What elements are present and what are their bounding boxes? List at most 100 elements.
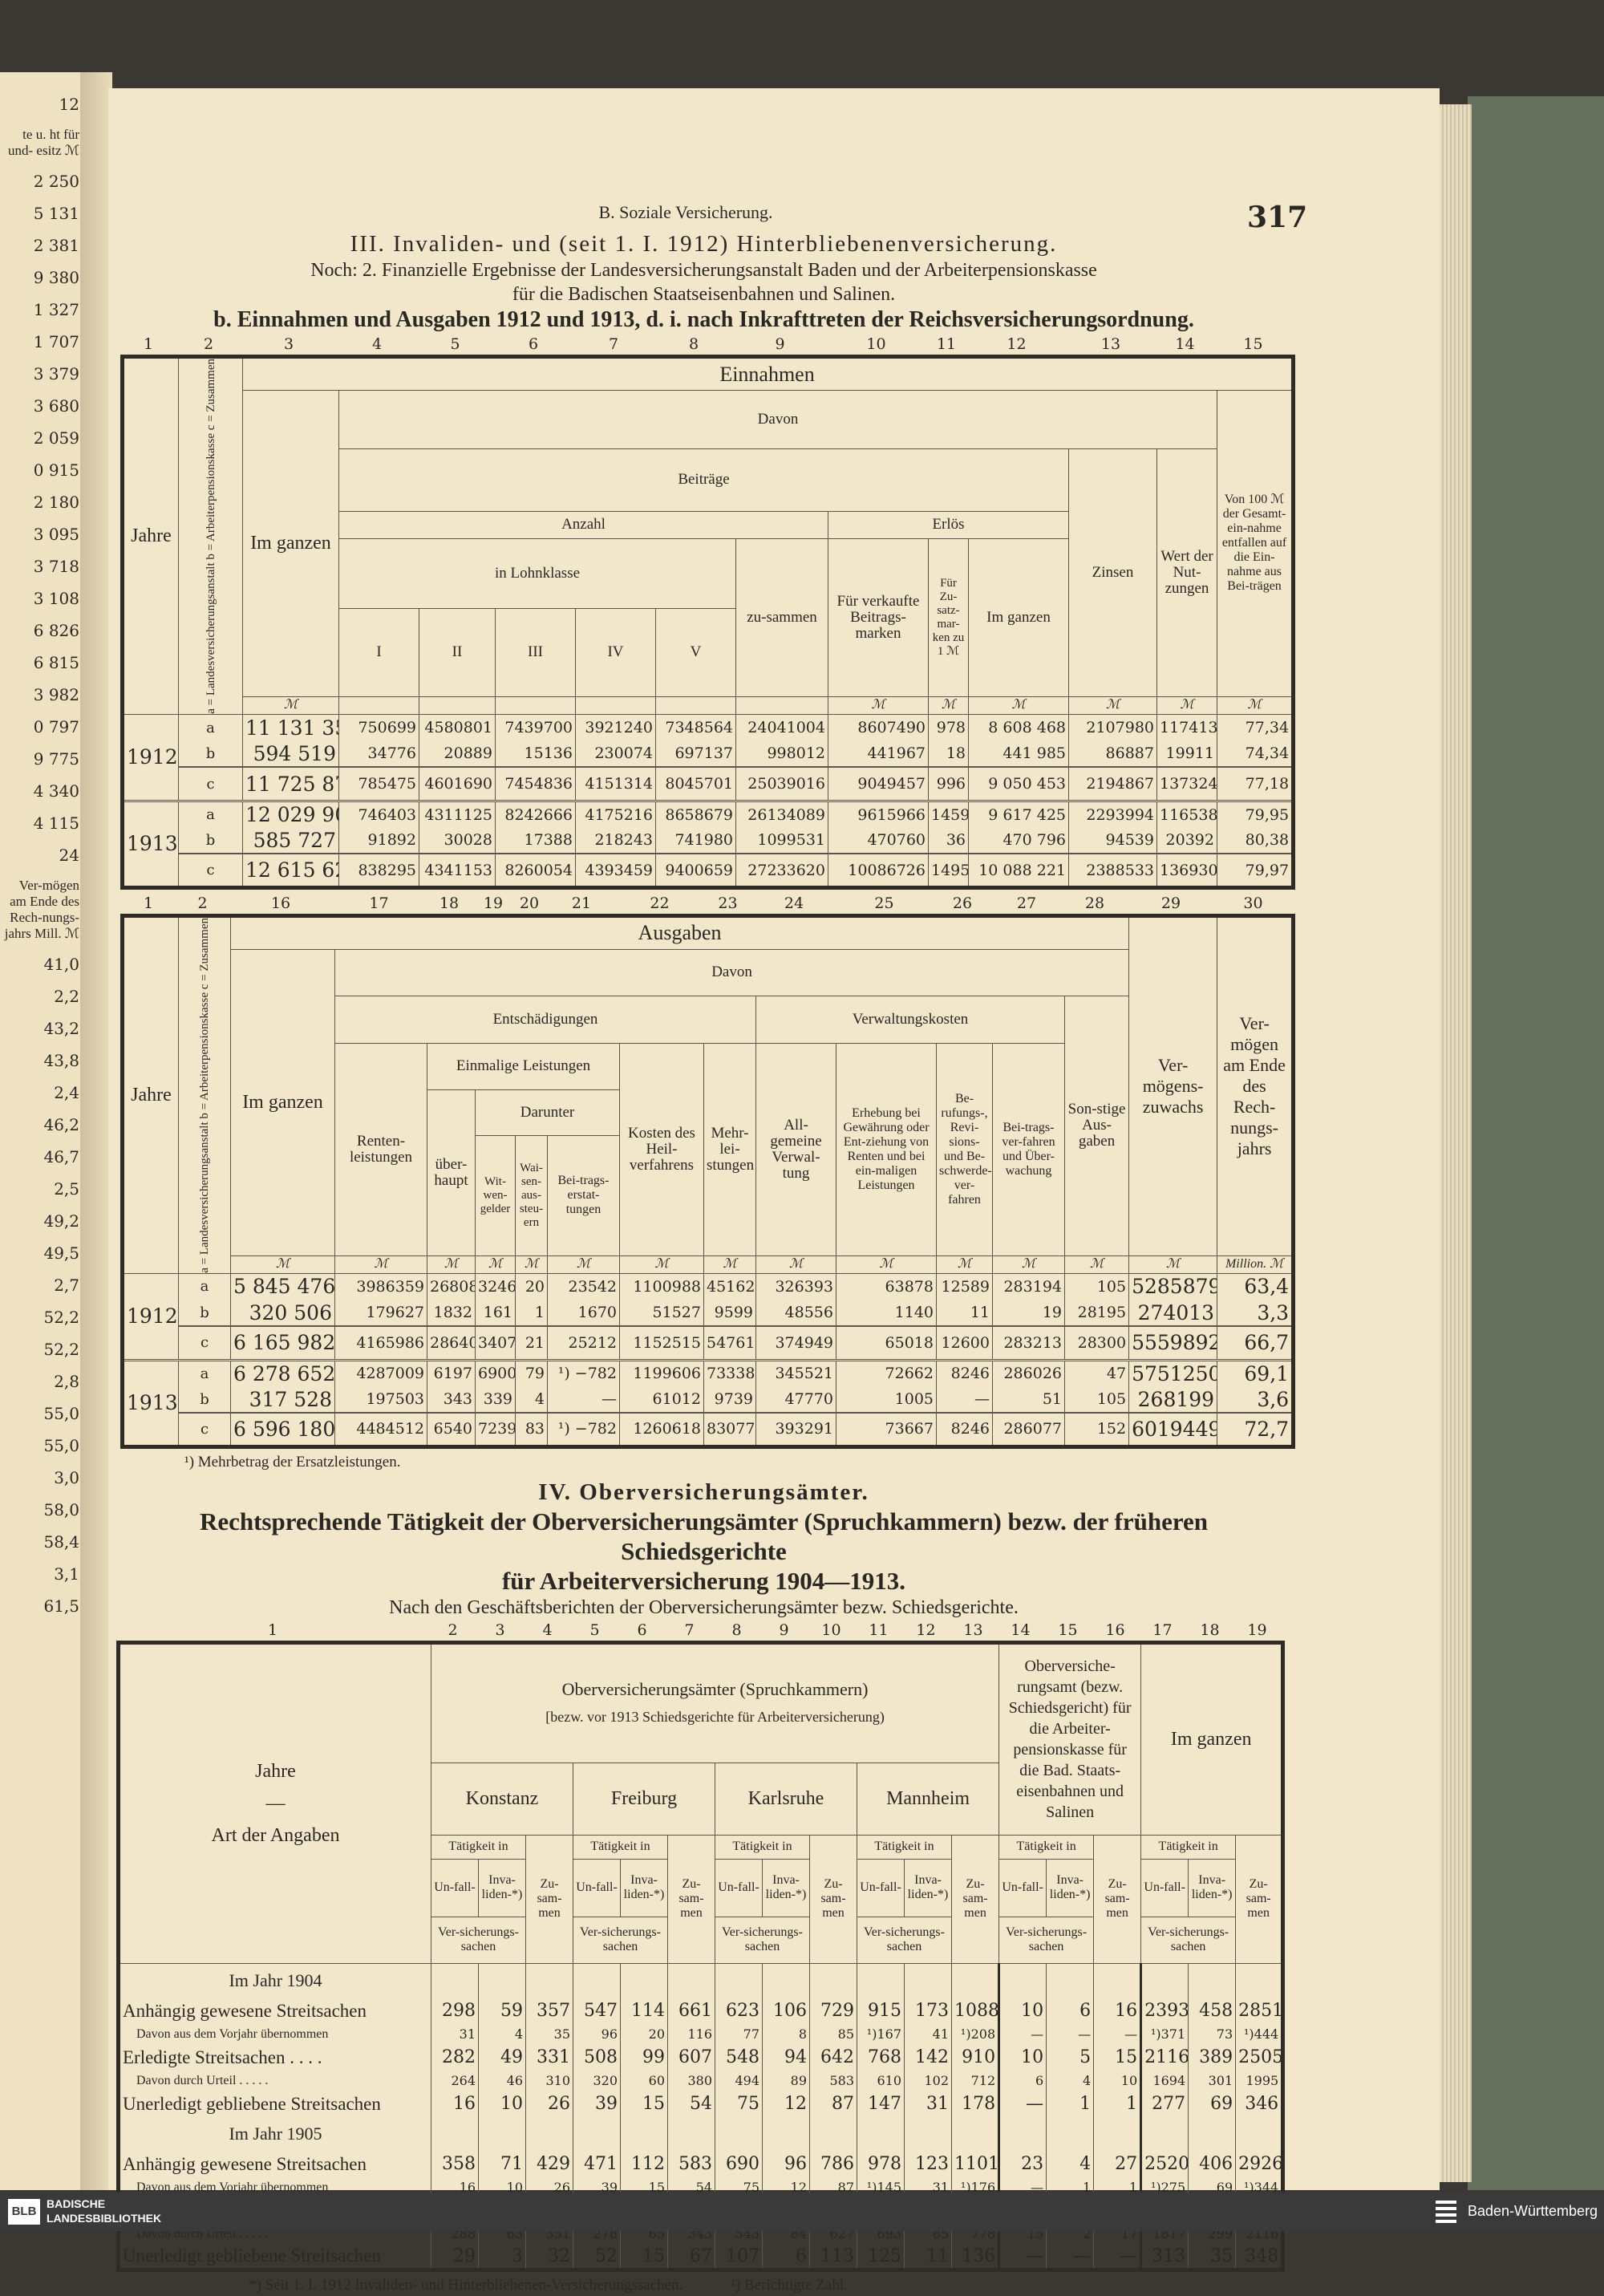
value-cell: 15 [1093,2045,1142,2071]
column-number: 13 [1100,335,1121,353]
header-im-ganzen: Im ganzen [230,948,335,1256]
header-taetigkeit-in: Tätigkeit in [431,1834,526,1860]
header-versicherungssachen: Ver-sicherungs-sachen [431,1916,526,1964]
value-cell: 1088 [950,1998,1000,2024]
value-cell: 358 [431,2152,479,2177]
value-cell: 2388533 [1068,853,1157,889]
column-number: 29 [1160,894,1181,912]
value-cell: 63,4 [1217,1273,1294,1300]
value-cell: 7439700 [495,714,576,741]
value-cell: 1099531 [735,827,828,854]
left-page-fragment: 12 te u. ht für und- esitz ℳ 2 250 5 131 2… [0,72,84,2190]
empty-cell [1235,2116,1284,2152]
header-abc: a = Landesversicherungsanstalt b = Arbei… [178,915,231,1274]
column-number: 22 [650,894,670,912]
empty-cell [904,1963,952,1999]
value-cell: 51 [992,1386,1065,1414]
row-label: Unerledigt gebliebene Streitsachen [118,2245,431,2270]
value-cell: 785475 [338,766,419,802]
value-cell: 2520 [1140,2152,1189,2177]
empty-cell [667,1963,715,1999]
header-beitragsverfahren: Bei-trags-ver-fahren und Über-wachung [992,1042,1065,1256]
column-number: 10 [866,335,886,353]
subgroup-letter: b [178,1300,231,1327]
value-cell: 1199606 [619,1360,704,1387]
value-cell: ¹)371 [1140,2023,1189,2046]
value-cell: 16 [1093,1998,1142,2024]
column-number: 20 [519,894,540,912]
column-number: 8 [731,1621,742,1639]
value-cell: 283213 [992,1325,1065,1361]
value-cell: 996 [928,766,969,802]
value-cell: 179627 [334,1300,427,1327]
value-cell: 6019449 [1128,1412,1218,1448]
page-content: B. Soziale Versicherung. III. Invaliden-… [116,201,1296,2296]
empty-cell [573,2116,621,2152]
header-davon: Davon [338,389,1217,450]
value-cell: 6 596 180 [230,1412,335,1448]
section-4-source: Nach den Geschäftsberichten der Obervers… [389,1596,1019,1618]
value-cell: 583 [667,2152,715,2177]
header-versicherungssachen: Ver-sicherungs-sachen [998,1916,1095,1964]
unit-label: ℳ [334,1255,427,1274]
value-cell: 11 131 355 [242,714,339,741]
value-cell: 23 [998,2152,1047,2177]
year-cell: 1912 [122,1273,179,1361]
unit-label: ℳ [703,1255,756,1274]
value-cell: 25039016 [735,766,828,802]
row-label: Anhängig gewesene Streitsachen [118,1998,431,2024]
header-ausgaben: Ausgaben [229,915,1130,950]
value-cell: 1995 [1235,2070,1284,2092]
value-cell: 27 [1093,2152,1142,2177]
value-cell: 11 [904,2245,952,2270]
value-cell: 54761 [703,1325,756,1361]
section-3-subtitle-1: Noch: 2. Finanzielle Ergebnisse der Land… [310,260,1097,281]
table-row: Davon durch Urteil . . . . . 264 46 310 320 6… [118,2070,1284,2092]
row-label: Davon durch Urteil . . . . . [118,2070,431,2092]
value-cell: 52 [573,2245,621,2270]
year-cell: 1912 [122,714,179,802]
empty-cell [620,1963,668,1999]
table-b-title: b. Einnahmen und Ausgaben 1912 und 1913,… [213,307,1194,332]
left-page-value: 2,5 [54,1179,79,1199]
value-cell: 4341153 [419,853,496,889]
value-cell: 4 [1046,2070,1095,2092]
library-name-1: BADISCHE [47,2197,106,2210]
subgroup-letter: a [178,1273,231,1300]
value-cell: 77 [715,2023,763,2046]
column-number: 15 [1058,1621,1078,1639]
value-cell: 20 [620,2023,668,2046]
gutter [80,72,112,2190]
value-cell: 10 [478,2091,526,2117]
left-page-value: 52,2 [43,1340,79,1359]
value-cell: 4601690 [419,766,496,802]
value-cell: 28300 [1063,1325,1130,1361]
value-cell: 978 [857,2152,905,2177]
left-page-number: 12 [59,95,79,114]
value-cell: 3,6 [1217,1386,1294,1414]
value-cell: 2293994 [1068,801,1157,828]
value-cell: 41 [904,2023,952,2046]
value-cell: 2194867 [1068,766,1157,802]
table-row: b 585 727 91892 30028 17388 218243 741980 10995… [123,827,1294,854]
value-cell: 1005 [836,1386,937,1414]
empty-cell [998,2116,1047,2152]
value-cell: 218243 [575,827,656,854]
header-taetigkeit-in: Tätigkeit in [998,1834,1095,1860]
left-page-header-2: Ver-mögen am Ende des Rech-nungs-jahrs M… [4,878,79,941]
left-page-value: 3 108 [33,589,79,608]
left-page-values-bottom: 41,0 2,2 43,2 43,8 2,4 46,2 46,7 2,5 49,2 49,5 2,7… [43,948,79,1622]
left-page-value: 58,4 [43,1532,79,1552]
table-row: b 317 528 197503 343 339 4—61012 9739 47770 1005… [123,1386,1294,1414]
empty-cell [1140,1963,1189,1999]
value-cell: 4 [515,1386,548,1414]
header-unfall: Un-fall- [715,1858,763,1917]
value-cell: 283194 [992,1273,1065,1300]
table-row: 1913 a 6 278 652 4287009 6197 6900 79 ¹) −782 11… [122,1360,1294,1448]
value-cell: 2926 [1235,2152,1284,2177]
page-edges [1436,104,1472,2182]
empty-cell [1046,1963,1095,1999]
left-page-value: 55,0 [43,1404,79,1423]
table-row: b 594 519 34776 20889 15136 230074 697137 99801… [123,740,1294,768]
